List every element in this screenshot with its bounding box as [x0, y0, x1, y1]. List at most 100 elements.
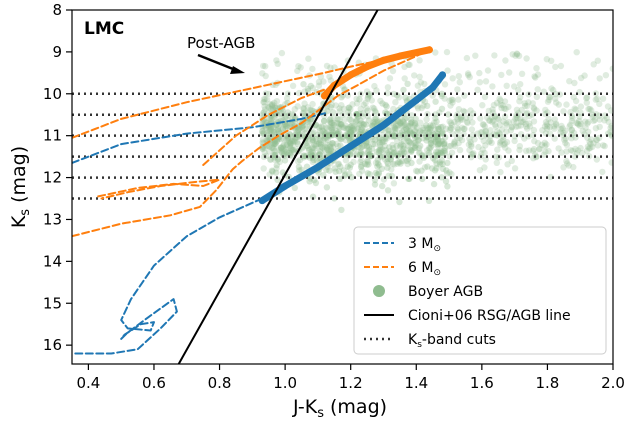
- boyer-agb-point: [542, 119, 550, 126]
- boyer-agb-point: [431, 167, 439, 174]
- boyer-agb-point: [436, 159, 443, 166]
- boyer-agb-point: [601, 142, 608, 150]
- boyer-agb-point: [448, 96, 455, 103]
- boyer-agb-point: [465, 71, 472, 79]
- boyer-agb-point: [397, 134, 404, 141]
- boyer-agb-point: [590, 61, 597, 68]
- boyer-agb-point: [571, 105, 578, 112]
- boyer-agb-point: [317, 73, 325, 80]
- boyer-agb-point: [414, 137, 422, 144]
- boyer-agb-point: [397, 143, 404, 150]
- boyer-agb-point: [280, 136, 288, 143]
- boyer-agb-point: [539, 127, 546, 134]
- boyer-agb-point: [271, 152, 278, 159]
- boyer-agb-point: [479, 146, 486, 153]
- boyer-agb-point: [266, 171, 273, 178]
- boyer-agb-point: [567, 147, 575, 154]
- boyer-agb-point: [523, 123, 530, 130]
- boyer-agb-point: [442, 134, 449, 141]
- boyer-agb-point: [387, 156, 395, 163]
- boyer-agb-point: [342, 157, 350, 164]
- boyer-agb-point: [432, 114, 439, 122]
- boyer-agb-point: [382, 135, 389, 142]
- boyer-agb-point: [282, 101, 289, 108]
- boyer-agb-point: [406, 175, 413, 183]
- boyer-agb-point: [294, 67, 301, 75]
- boyer-agb-point: [284, 135, 291, 142]
- boyer-agb-point: [513, 50, 521, 57]
- boyer-agb-point: [577, 103, 585, 110]
- boyer-agb-point: [360, 121, 367, 128]
- boyer-agb-point: [464, 119, 471, 127]
- boyer-agb-point: [335, 161, 342, 168]
- boyer-agb-point: [268, 167, 276, 174]
- boyer-agb-point: [468, 151, 475, 158]
- boyer-agb-point: [339, 92, 347, 99]
- boyer-agb-point: [331, 119, 338, 127]
- boyer-agb-point: [359, 143, 366, 150]
- boyer-agb-point: [378, 139, 386, 146]
- boyer-agb-point: [399, 157, 406, 165]
- boyer-agb-point: [307, 148, 314, 156]
- boyer-agb-point: [513, 119, 520, 126]
- boyer-agb-point: [510, 118, 517, 125]
- track-point: [258, 197, 266, 205]
- boyer-agb-point: [405, 155, 412, 162]
- boyer-agb-point: [445, 111, 452, 118]
- boyer-agb-point: [350, 129, 358, 136]
- boyer-agb-point: [358, 126, 365, 133]
- boyer-agb-point: [275, 122, 282, 129]
- boyer-agb-point: [381, 156, 389, 163]
- boyer-agb-point: [325, 146, 332, 154]
- boyer-agb-point: [319, 127, 326, 134]
- boyer-agb-point: [371, 120, 378, 128]
- boyer-agb-point: [267, 105, 275, 113]
- boyer-agb-point: [434, 142, 442, 150]
- boyer-agb-point: [281, 157, 289, 164]
- boyer-agb-point: [269, 128, 276, 135]
- legend-label-boyer: Boyer AGB: [408, 284, 483, 300]
- boyer-agb-point: [562, 127, 569, 134]
- boyer-agb-point: [594, 95, 601, 103]
- boyer-agb-point: [433, 148, 440, 156]
- boyer-agb-point: [308, 107, 315, 114]
- boyer-agb-point: [295, 126, 302, 133]
- boyer-agb-point: [349, 127, 356, 134]
- boyer-agb-point: [273, 98, 281, 105]
- boyer-agb-point: [589, 111, 596, 118]
- boyer-agb-point: [553, 121, 560, 129]
- boyer-agb-point: [320, 78, 327, 85]
- boyer-agb-point: [373, 148, 380, 155]
- boyer-agb-point: [390, 132, 397, 139]
- boyer-agb-point: [375, 169, 383, 176]
- boyer-agb-point: [364, 158, 372, 166]
- boyer-agb-point: [411, 121, 418, 129]
- boyer-agb-point: [468, 126, 476, 133]
- boyer-agb-point: [309, 138, 316, 145]
- boyer-agb-point: [301, 100, 308, 107]
- boyer-agb-point: [283, 132, 290, 139]
- boyer-agb-point: [593, 136, 600, 143]
- boyer-agb-point: [563, 148, 570, 155]
- boyer-agb-point: [295, 62, 302, 70]
- boyer-agb-point: [571, 79, 578, 87]
- boyer-agb-point: [480, 137, 487, 145]
- boyer-agb-point: [288, 121, 295, 128]
- boyer-agb-point: [300, 152, 307, 160]
- boyer-agb-point: [364, 95, 371, 103]
- boyer-agb-point: [291, 138, 299, 145]
- boyer-agb-point: [270, 113, 278, 121]
- boyer-agb-point: [323, 144, 331, 151]
- boyer-agb-point: [481, 149, 488, 157]
- boyer-agb-point: [578, 74, 585, 82]
- track-3-m-upper: [72, 111, 329, 164]
- boyer-agb-point: [345, 152, 352, 159]
- boyer-agb-point: [495, 116, 502, 123]
- boyer-agb-point: [353, 117, 361, 124]
- boyer-agb-point: [481, 93, 489, 101]
- boyer-agb-point: [555, 145, 562, 152]
- boyer-agb-point: [317, 139, 325, 146]
- boyer-agb-point: [407, 147, 415, 154]
- boyer-agb-point: [476, 167, 484, 174]
- boyer-agb-point: [356, 170, 363, 178]
